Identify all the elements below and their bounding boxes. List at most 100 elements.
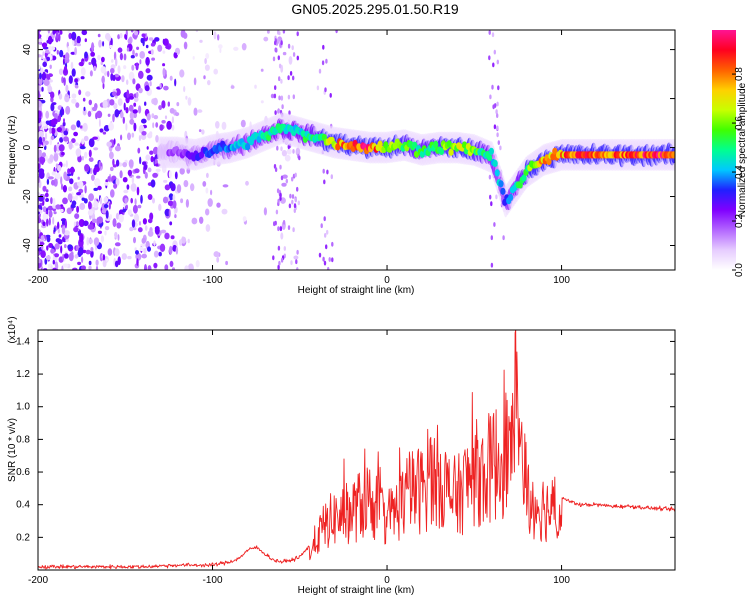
spectrogram-noise [73, 221, 77, 227]
spectrogram-noise [81, 155, 84, 161]
spectrogram-noise [192, 56, 195, 60]
spectrogram-noise [45, 255, 51, 261]
spectrogram-noise [104, 230, 107, 236]
spectrogram-noise [183, 180, 189, 188]
spectrogram-noise [114, 145, 121, 152]
spectrogram-noise [151, 57, 156, 61]
spectrogram-noise [60, 176, 63, 185]
spectrogram-noise [86, 236, 90, 246]
spectrogram-noise [121, 75, 125, 83]
spectrogram-noise [50, 248, 55, 254]
spectrogram-noise [218, 44, 223, 49]
spectrogram-noise [59, 208, 64, 213]
spectrogram-noise [154, 37, 160, 42]
spectrogram-noise [191, 217, 198, 225]
spectrogram-noise [53, 144, 57, 153]
spectrogram-noise [174, 214, 177, 219]
spectrogram-noise [141, 131, 147, 136]
spectrogram-noise [47, 205, 54, 211]
spectrogram-noise [274, 40, 277, 46]
spectrogram-ridge [671, 151, 675, 159]
spectrogram-noise [110, 68, 115, 74]
spectrogram-noise [296, 186, 299, 192]
spectrogram-noise [125, 123, 128, 131]
spectrogram-noise [89, 70, 93, 77]
spectrogram-noise [77, 181, 80, 186]
spectrogram-noise [169, 107, 175, 114]
spectrogram-noise [82, 108, 87, 116]
spectrogram-noise [102, 82, 105, 90]
spectrogram-noise [63, 171, 68, 180]
spectrogram-noise [155, 135, 159, 143]
spectrogram-y-axis-label: Frequency (Hz) [7, 116, 18, 185]
spectrogram-noise [93, 200, 99, 209]
spectrogram-noise [38, 100, 42, 108]
spectrogram-noise [190, 183, 195, 192]
spectrogram-noise [277, 55, 280, 61]
spectrogram-ridge [300, 130, 306, 138]
colorbar-tick-label: 0.2 [734, 214, 745, 228]
spectrogram-noise [122, 208, 126, 213]
spectrogram-noise [140, 194, 143, 204]
spectrogram-noise [73, 226, 79, 233]
spectrogram-noise [68, 186, 73, 192]
spectrogram-noise [171, 124, 175, 131]
spectrogram-noise [163, 179, 168, 183]
spectrogram-noise [70, 124, 77, 131]
spectrogram-noise [119, 170, 123, 179]
spectrogram-noise [162, 67, 166, 77]
spectrogram-noise [61, 151, 65, 156]
spectrogram-noise [322, 168, 325, 174]
spectrogram-noise [75, 221, 79, 227]
spectrogram-noise [169, 75, 173, 81]
spectrogram-noise [138, 135, 142, 141]
spectrogram-noise [102, 259, 107, 268]
spectrogram-y-tick-label: 40 [22, 44, 33, 56]
colorbar-tick-label: 0.4 [734, 165, 745, 179]
spectrogram-noise [42, 185, 47, 192]
spectrogram-noise [76, 43, 82, 47]
spectrogram-noise [164, 184, 171, 191]
spectrogram-noise [272, 255, 275, 261]
spectrogram-noise [323, 216, 326, 222]
spectrogram-ridge [433, 140, 439, 148]
spectrogram-noise [122, 116, 126, 124]
spectrogram-noise [45, 120, 51, 125]
spectrogram-noise [161, 100, 166, 109]
spectrogram-noise [108, 202, 111, 210]
spectrogram-noise [111, 59, 114, 63]
spectrogram-noise [130, 55, 135, 59]
spectrogram-noise [125, 107, 129, 114]
spectrogram-noise [82, 122, 88, 132]
spectrogram-noise [83, 106, 86, 112]
spectrogram-noise [187, 263, 194, 270]
spectrogram-noise [128, 104, 134, 112]
spectrogram-noise [132, 204, 138, 214]
spectrogram-noise [146, 113, 151, 121]
spectrogram-noise [493, 124, 497, 130]
spectrogram-noise [48, 217, 51, 226]
spectrogram-noise [74, 47, 77, 56]
spectrogram-noise [55, 31, 59, 39]
spectrogram-noise [284, 154, 291, 162]
spectrogram-noise [488, 55, 491, 61]
spectrogram-noise [43, 79, 50, 86]
spectrogram-noise [126, 47, 130, 52]
spectrogram-noise [104, 226, 110, 231]
spectrogram-noise [245, 180, 249, 186]
spectrogram-noise [68, 32, 72, 40]
spectrogram-noise [96, 110, 103, 119]
snr-line [38, 330, 675, 570]
spectrogram-noise [87, 110, 92, 117]
spectrogram-noise [126, 89, 130, 99]
spectrogram-noise [45, 189, 49, 193]
spectrogram-noise [174, 206, 178, 214]
spectrogram-noise [71, 138, 76, 144]
spectrogram-noise [318, 68, 322, 74]
spectrogram-noise [69, 178, 74, 185]
spectrogram-ridge [508, 193, 514, 202]
spectrogram-noise [57, 228, 60, 234]
spectrogram-noise [316, 85, 320, 91]
spectrogram-noise [174, 78, 177, 87]
spectrogram-noise [129, 111, 135, 120]
